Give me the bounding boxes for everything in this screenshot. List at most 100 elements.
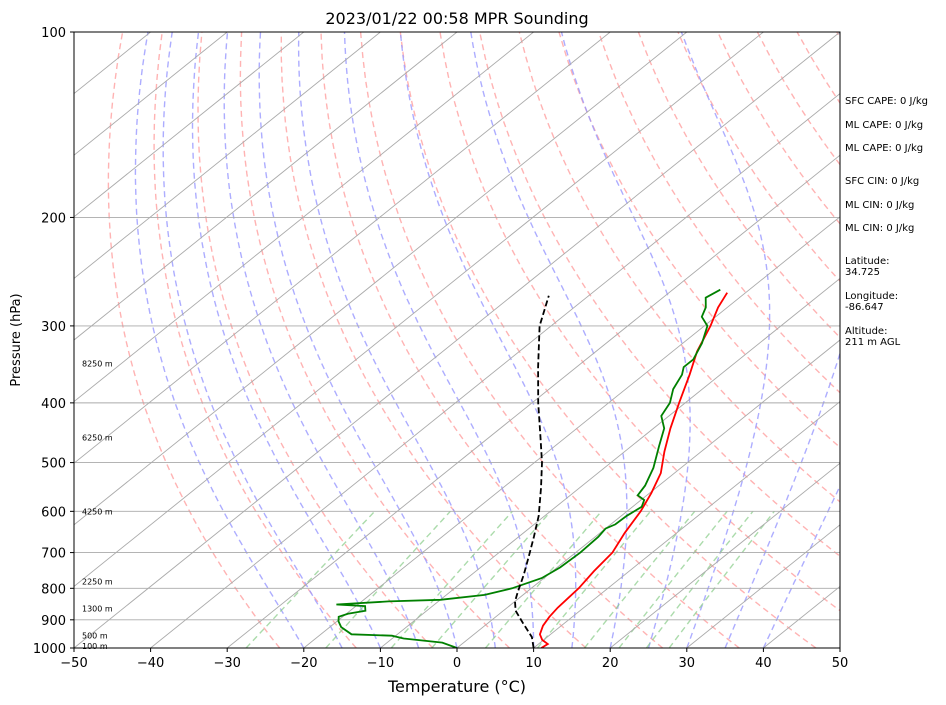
dry-adiabat-line	[359, 32, 740, 648]
dry-adiabat-line	[518, 32, 840, 503]
moist-adiabat-line	[134, 32, 305, 648]
plot-area	[74, 32, 840, 648]
moist-adiabat-line	[724, 32, 840, 648]
temperature-profile	[538, 292, 728, 648]
x-tick-label: 10	[525, 656, 542, 671]
isotherm-line	[74, 32, 534, 403]
mixing-ratio-line	[645, 510, 754, 648]
background-adiabats	[107, 32, 840, 648]
x-tick-label: 30	[679, 656, 696, 671]
mixing-ratio-line	[484, 510, 602, 648]
isobar-lines	[74, 216, 840, 621]
isotherm-line	[74, 32, 688, 526]
location-label: Latitude:	[845, 256, 890, 267]
height-label: 500 m	[82, 632, 108, 641]
moist-adiabat-line	[223, 32, 420, 648]
dry-adiabat-line	[399, 32, 817, 648]
moist-adiabat-line	[399, 32, 577, 648]
mixing-ratio-line	[536, 510, 652, 648]
dry-adiabat-line	[153, 32, 357, 648]
isotherm-line	[150, 93, 840, 648]
isotherm-line	[380, 277, 840, 648]
chart-title: 2023/01/22 00:58 MPR Sounding	[325, 9, 588, 28]
isotherm-line	[533, 401, 840, 648]
y-axis-label: Pressure (hPa)	[9, 293, 24, 386]
location-value: 34.725	[845, 267, 880, 278]
height-label: 4250 m	[82, 507, 113, 516]
x-tick-label: 50	[832, 656, 849, 671]
mixing-ratio-line	[431, 510, 552, 648]
index-text: ML CIN: 0 J/kg	[845, 200, 914, 211]
x-axis-label: Temperature (°C)	[387, 677, 526, 696]
isotherm-line	[74, 32, 611, 464]
isotherm-line	[74, 32, 458, 341]
height-label: 100 m	[82, 642, 108, 651]
x-axis-ticks: −50 −40 −30 −20 −10 0 10 20 30 40 50	[60, 648, 848, 671]
dry-adiabat-line	[197, 32, 434, 648]
dry-adiabat-line	[439, 32, 840, 612]
dry-adiabat-line	[239, 32, 510, 648]
index-text: SFC CAPE: 0 J/kg	[845, 96, 928, 107]
y-tick-label: 400	[41, 397, 66, 412]
mixing-ratio-line	[583, 510, 696, 648]
x-tick-label: −10	[367, 656, 394, 671]
location-label: Altitude:	[845, 326, 887, 337]
dry-adiabat-line	[479, 32, 840, 558]
isotherm-line	[74, 32, 840, 648]
x-tick-label: 40	[755, 656, 772, 671]
isotherm-line	[74, 32, 381, 279]
height-label: 2250 m	[82, 578, 113, 587]
isotherm-line	[74, 32, 305, 218]
y-tick-label: 700	[41, 547, 66, 562]
stability-indices-panel: SFC CAPE: 0 J/kg ML CAPE: 0 J/kg ML CAPE: …	[845, 96, 928, 348]
x-tick-label: −40	[137, 656, 164, 671]
mixing-ratio-line	[245, 510, 376, 648]
moist-adiabat-line	[560, 32, 691, 648]
location-label: Longitude:	[845, 291, 898, 302]
location-value: 211 m AGL	[845, 337, 901, 348]
index-text: ML CAPE: 0 J/kg	[845, 143, 923, 154]
y-tick-label: 300	[41, 320, 66, 335]
moist-adiabat-line	[258, 32, 458, 648]
height-label: 6250 m	[82, 433, 113, 442]
x-tick-label: −20	[290, 656, 317, 671]
moist-adiabat-line	[191, 32, 382, 648]
index-text: ML CAPE: 0 J/kg	[845, 120, 923, 131]
y-axis-ticks: 100 200 300 400 500 600 700 800 900 1000	[33, 26, 74, 657]
y-tick-label: 500	[41, 457, 66, 472]
isotherm-line	[686, 524, 840, 648]
isotherm-line	[303, 216, 840, 648]
dry-adiabat-line	[107, 32, 281, 648]
x-tick-label: −30	[213, 656, 240, 671]
x-tick-label: 0	[453, 656, 461, 671]
dry-adiabat-line	[280, 32, 587, 648]
location-value: -86.647	[845, 302, 884, 313]
isotherm-line	[74, 32, 764, 587]
x-tick-label: −50	[60, 656, 87, 671]
y-tick-label: 600	[41, 505, 66, 520]
dewpoint-profile	[336, 288, 721, 648]
mixing-ratio-line	[390, 510, 513, 648]
isotherm-line	[74, 32, 228, 156]
isotherm-line	[226, 154, 840, 648]
mixing-ratio-line	[325, 510, 451, 648]
y-tick-label: 900	[41, 614, 66, 629]
y-tick-label: 200	[41, 211, 66, 226]
y-tick-label: 800	[41, 582, 66, 597]
dry-adiabat-line	[320, 32, 664, 648]
y-tick-label: 100	[41, 26, 66, 41]
moist-adiabat-line	[680, 32, 771, 648]
index-text: SFC CIN: 0 J/kg	[845, 176, 919, 187]
index-text: ML CIN: 0 J/kg	[845, 223, 914, 234]
mixing-ratio-line	[668, 510, 775, 648]
moist-adiabat-line	[297, 32, 496, 648]
y-tick-label: 1000	[33, 642, 66, 657]
isotherm-line	[456, 339, 840, 648]
moist-adiabat-line	[162, 32, 343, 648]
isotherm-line	[609, 462, 840, 648]
sounding-profiles	[336, 288, 728, 648]
x-tick-label: 20	[602, 656, 619, 671]
parcel-path	[514, 295, 550, 648]
